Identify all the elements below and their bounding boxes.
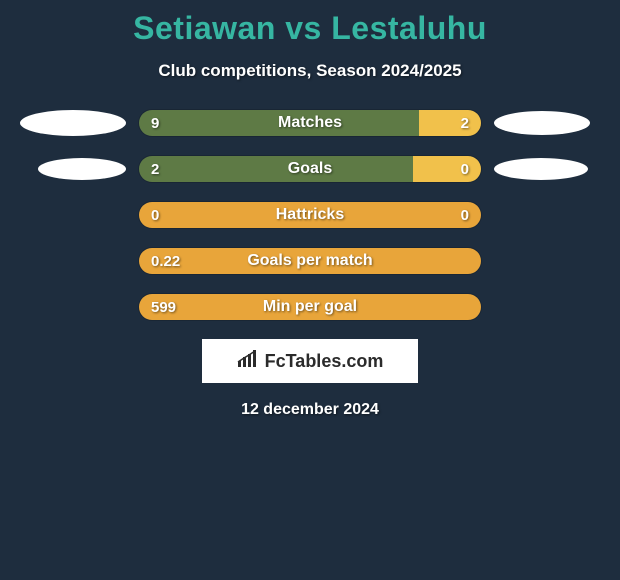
bar-segment-player1: [139, 202, 481, 228]
bar-segment-player2: [413, 156, 481, 182]
stat-bar: Min per goal599: [138, 293, 482, 321]
stat-rows: Matches92 Goals20 Hattricks00 Goals per mat…: [0, 109, 620, 321]
chart-icon: [237, 349, 259, 374]
player2-ellipse: [494, 111, 590, 135]
bar-segment-player1: [139, 248, 481, 274]
date-line: 12 december 2024: [0, 401, 620, 419]
stat-row: Matches92: [0, 109, 620, 137]
bar-segment-player1: [139, 110, 419, 136]
player1-ellipse: [20, 110, 126, 136]
stat-bar: Goals per match0.22: [138, 247, 482, 275]
bar-segment-player1: [139, 156, 413, 182]
stat-row: Hattricks00: [0, 201, 620, 229]
player2-ellipse: [494, 158, 588, 180]
brand-badge: FcTables.com: [202, 339, 418, 383]
subtitle: Club competitions, Season 2024/2025: [0, 61, 620, 81]
comparison-infographic: Setiawan vs Lestaluhu Club competitions,…: [0, 0, 620, 580]
stat-bar: Matches92: [138, 109, 482, 137]
bar-segment-player2: [419, 110, 481, 136]
page-title: Setiawan vs Lestaluhu: [0, 0, 620, 47]
player1-ellipse: [38, 158, 126, 180]
stat-bar: Goals20: [138, 155, 482, 183]
stat-row: Goals per match0.22: [0, 247, 620, 275]
stat-bar: Hattricks00: [138, 201, 482, 229]
bar-segment-player1: [139, 294, 481, 320]
brand-text: FcTables.com: [265, 351, 384, 372]
stat-row: Goals20: [0, 155, 620, 183]
stat-row: Min per goal599: [0, 293, 620, 321]
